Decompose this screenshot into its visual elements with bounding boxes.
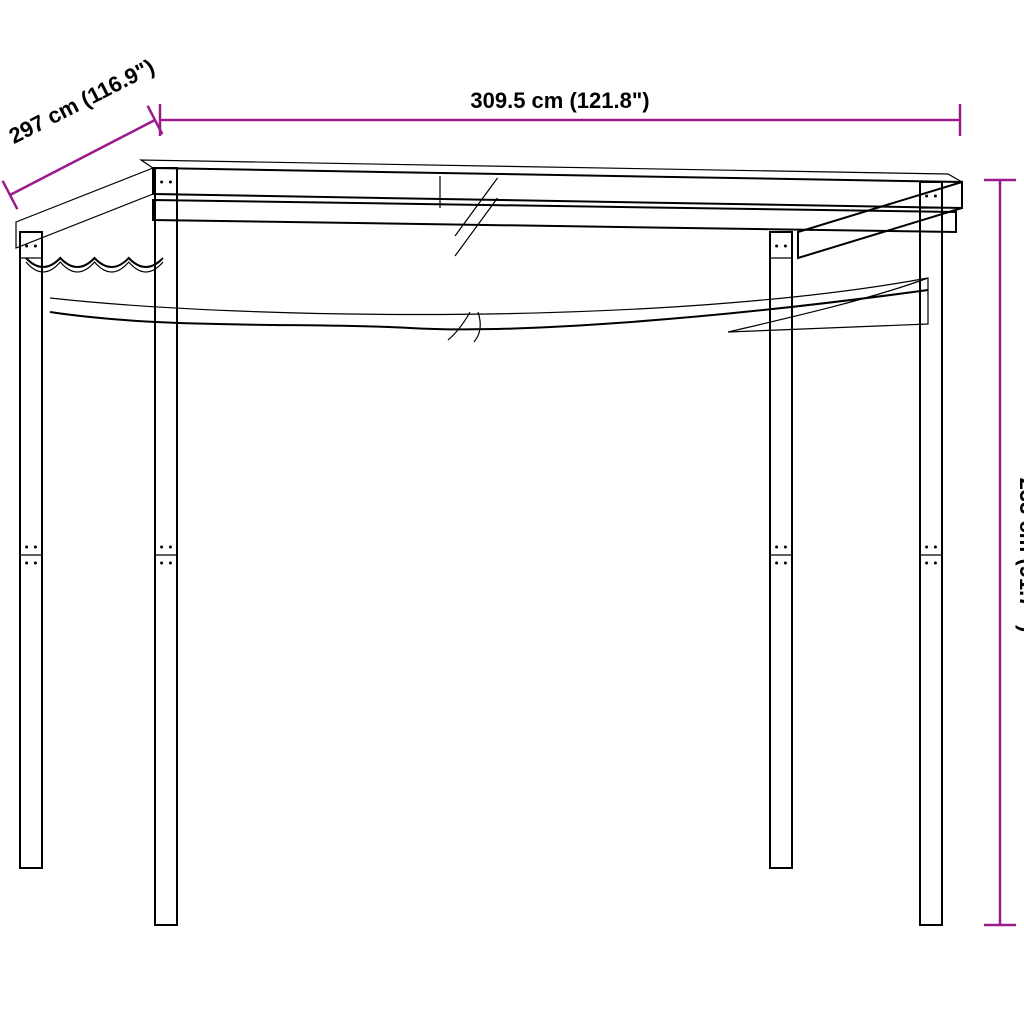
dimension-label: 309.5 cm (121.8") (470, 88, 649, 113)
dimension-label: 297 cm (116.9") (5, 54, 159, 149)
dimension-depth: 297 cm (116.9") (3, 54, 163, 209)
dimension-label: 233 cm (91.7 ") (1015, 478, 1024, 633)
dimension-width: 309.5 cm (121.8") (160, 88, 960, 136)
dimension-height: 233 cm (91.7 ") (984, 180, 1024, 925)
